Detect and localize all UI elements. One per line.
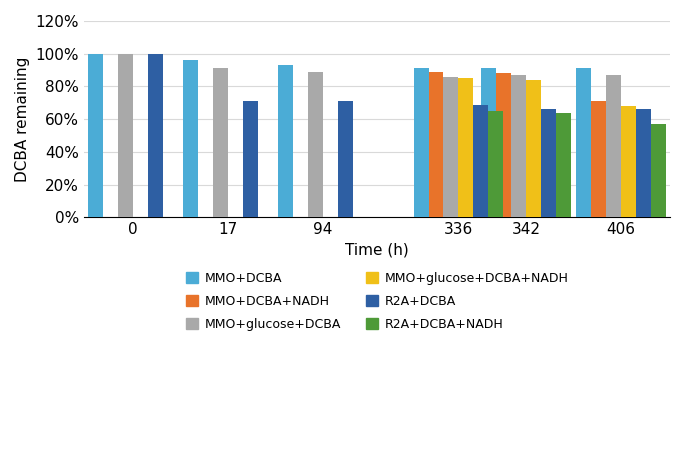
Bar [636, 109, 651, 218]
X-axis label: Time (h): Time (h) [345, 243, 409, 258]
Bar [591, 101, 606, 218]
Bar [606, 75, 621, 218]
Bar [88, 54, 103, 218]
Bar [511, 75, 526, 218]
Bar [183, 60, 198, 218]
Y-axis label: DCBA remaining: DCBA remaining [15, 57, 30, 182]
Bar [429, 72, 443, 218]
Bar [213, 69, 227, 218]
Bar [338, 101, 353, 218]
Bar [651, 124, 666, 218]
Bar [118, 54, 133, 218]
Bar [242, 101, 258, 218]
Bar [541, 109, 556, 218]
Bar [497, 73, 511, 218]
Bar [526, 80, 541, 218]
Bar [488, 111, 503, 218]
Bar [148, 54, 162, 218]
Bar [473, 105, 488, 218]
Bar [278, 65, 293, 218]
Bar [443, 77, 458, 218]
Bar [482, 69, 497, 218]
Bar [414, 69, 429, 218]
Bar [621, 106, 636, 218]
Legend: MMO+DCBA, MMO+DCBA+NADH, MMO+glucose+DCBA, MMO+glucose+DCBA+NADH, R2A+DCBA, R2A+: MMO+DCBA, MMO+DCBA+NADH, MMO+glucose+DCB… [181, 267, 573, 336]
Bar [556, 113, 571, 218]
Bar [458, 79, 473, 218]
Bar [308, 72, 323, 218]
Bar [576, 69, 591, 218]
